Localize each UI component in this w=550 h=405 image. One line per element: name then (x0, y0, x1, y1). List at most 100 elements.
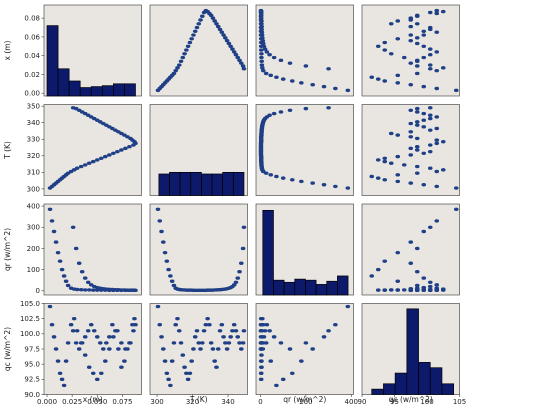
ytick-label-qr: 0 (36, 287, 40, 295)
point-x-qr-3 (310, 83, 315, 87)
point-x-qc-17 (375, 44, 381, 48)
point-x-qc-14 (401, 55, 407, 60)
point-qr-qc-0 (453, 207, 459, 211)
point-qr-qc-14 (401, 288, 407, 292)
hist-bar-qc-6 (441, 383, 455, 395)
point-qc-T-46 (237, 341, 242, 345)
ytick-label-qr: 200 (27, 245, 40, 253)
point-qr-T-48 (240, 246, 246, 251)
point-x-T-22 (194, 25, 200, 30)
point-qr-qc-40 (414, 286, 420, 290)
hist-bar-x-0 (46, 25, 59, 97)
point-T-qc-5 (382, 178, 388, 182)
point-qc-T-45 (235, 335, 241, 339)
point-x-qc-2 (421, 84, 427, 89)
point-qc-x-18 (98, 371, 104, 375)
point-x-qr-48 (303, 64, 309, 68)
xtick-label-qr: 200 (299, 398, 312, 405)
panel-qc-vs-qc: 90 95 100 105 qc (w/m^2) (358, 303, 466, 405)
point-qc-T-44 (233, 329, 239, 333)
ytick-label-T: 340 (27, 119, 40, 127)
point-qc-x-15 (86, 365, 92, 369)
point-qc-T-21 (192, 335, 198, 339)
point-x-qc-44 (427, 53, 433, 57)
point-qr-x-12 (74, 287, 80, 292)
point-qr-T-2 (159, 229, 164, 234)
point-x-qc-27 (434, 8, 440, 13)
point-T-qr-7 (274, 174, 279, 179)
point-qc-T-41 (228, 335, 233, 339)
point-qc-T-34 (215, 347, 221, 351)
point-qr-T-47 (238, 261, 244, 265)
hist-bar-qr-2 (283, 281, 296, 296)
point-qr-T-1 (157, 219, 163, 223)
point-x-qc-7 (369, 75, 375, 79)
point-x-qc-16 (382, 48, 388, 52)
point-qc-T-33 (214, 365, 219, 369)
point-T-qc-37 (421, 125, 427, 129)
point-qr-qc-46 (414, 270, 420, 274)
point-x-qc-42 (427, 47, 433, 51)
point-qc-T-3 (160, 347, 166, 351)
point-qc-qr-48 (303, 341, 309, 345)
point-x-T-49 (241, 67, 247, 71)
point-qc-qr-3 (310, 347, 315, 351)
point-qc-T-25 (199, 341, 205, 345)
panel-T-vs-qr (255, 104, 354, 196)
point-T-qc-28 (440, 140, 446, 144)
point-qc-qr-28 (258, 316, 264, 321)
point-T-qc-4 (395, 179, 401, 184)
point-T-x-16 (90, 159, 96, 164)
panel-x-vs-qr (255, 4, 354, 97)
point-qc-x-38 (104, 341, 109, 345)
point-qc-T-16 (184, 371, 189, 375)
point-T-qc-14 (401, 163, 407, 167)
point-qc-T-23 (196, 341, 202, 345)
xlabel-qr: qr (w/m^2) (283, 395, 326, 404)
point-qr-x-44 (85, 280, 91, 285)
point-x-qc-3 (408, 83, 414, 87)
point-x-T-17 (185, 44, 191, 48)
point-qc-T-24 (198, 347, 203, 351)
point-x-qr-0 (345, 88, 351, 93)
point-x-qr-42 (262, 47, 268, 51)
point-T-x-23 (119, 148, 124, 152)
point-qc-x-37 (107, 335, 112, 339)
point-qr-T-46 (237, 270, 242, 274)
point-qr-qc-36 (434, 287, 440, 292)
point-qc-x-34 (116, 347, 121, 351)
xtick-label-qc: 95 (390, 398, 399, 405)
point-qc-x-30 (128, 341, 133, 345)
hist-bar-T-4 (201, 173, 213, 196)
point-qc-T-12 (176, 329, 182, 333)
xtick-label-qc: 105 (453, 398, 466, 405)
point-T-qc-20 (408, 153, 414, 157)
point-T-x-17 (94, 158, 100, 162)
point-T-qc-25 (414, 144, 420, 149)
point-x-qr-32 (259, 19, 264, 23)
point-qc-qr-49 (326, 329, 331, 333)
hist-bar-x-6 (113, 83, 125, 97)
point-qc-T-26 (201, 329, 207, 333)
point-T-qc-48 (414, 106, 420, 111)
ytick-label-T: 310 (27, 169, 40, 177)
hist-bar-T-1 (169, 171, 181, 196)
point-x-T-41 (228, 44, 233, 48)
point-x-T-33 (214, 22, 219, 26)
point-qc-x-7 (61, 383, 67, 388)
point-T-qc-36 (434, 126, 440, 131)
ytick-label-T: 350 (27, 103, 40, 111)
point-T-qr-48 (303, 106, 309, 111)
point-qc-x-31 (125, 347, 130, 351)
point-x-qr-39 (260, 38, 266, 43)
point-qr-x-15 (86, 288, 92, 292)
point-qc-T-47 (238, 347, 244, 351)
hist-bar-T-3 (190, 171, 202, 196)
point-qr-T-44 (233, 280, 239, 285)
ytick-label-qr: 300 (27, 224, 40, 232)
point-qr-x-13 (78, 288, 84, 292)
point-qr-T-49 (241, 225, 247, 229)
point-qc-x-29 (130, 323, 135, 327)
ytick-label-x: 0.00 (24, 90, 40, 98)
point-qr-qc-7 (369, 274, 375, 278)
